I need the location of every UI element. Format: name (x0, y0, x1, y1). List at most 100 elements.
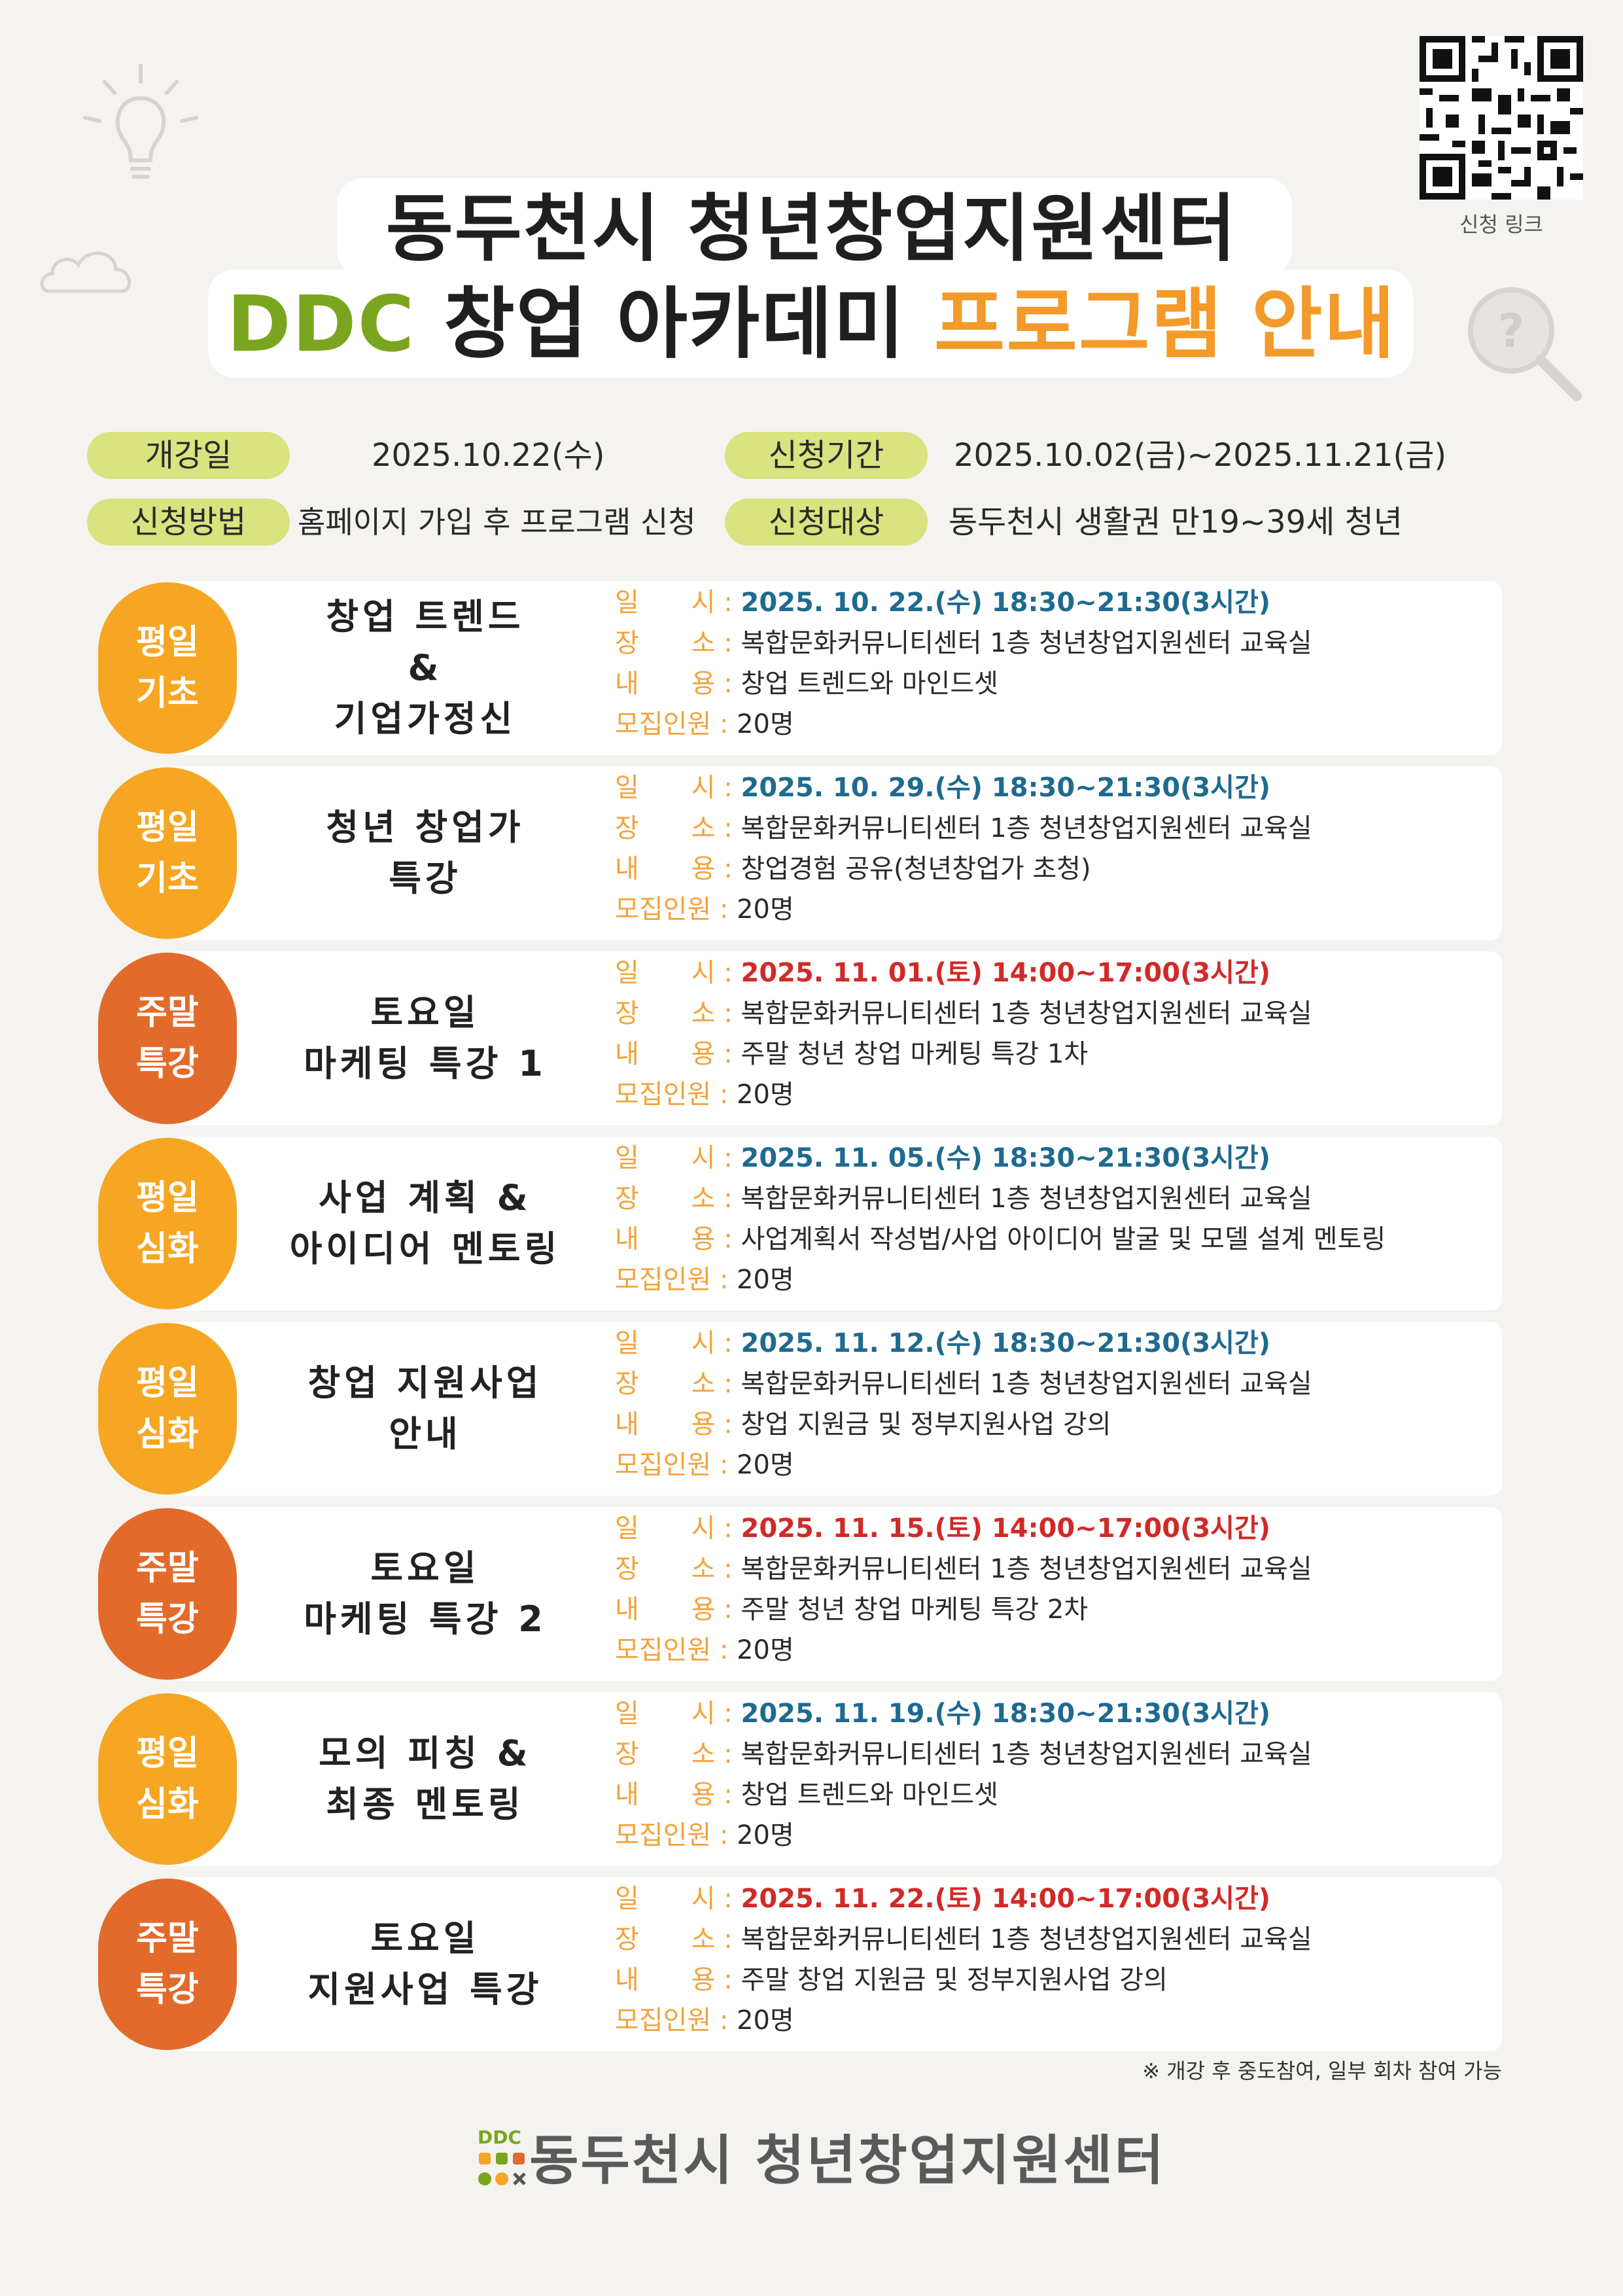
program-capacity-row: 모집인원 : 20명 (615, 889, 794, 930)
badge-line: 특강 (136, 1970, 199, 2009)
program-date: 2025. 11. 22.(토) 14:00~17:00(3시간) (741, 1884, 1271, 1914)
program-title-line: 청년 창업가 (326, 807, 525, 848)
program-title: 청년 창업가 특강 (242, 766, 608, 940)
program-title-line: 마케팅 특강 1 (304, 1043, 547, 1084)
program-place-row: 장 소 : 복합문화커뮤니티센터 1층 청년창업지원센터 교육실 (615, 1364, 1312, 1404)
program-place-label: 장 소 : (615, 1184, 741, 1214)
program-card (169, 1507, 1502, 1681)
program-card (169, 766, 1502, 940)
program-title-line: 마케팅 특강 2 (304, 1598, 547, 1640)
program-capacity-label: 모집인원 : (615, 1450, 737, 1480)
program-place-row: 장 소 : 복합문화커뮤니티센터 1층 청년창업지원센터 교육실 (615, 993, 1312, 1034)
program-date-row: 일 시 : 2025. 11. 05.(수) 18:30~21:30(3시간) (615, 1138, 1270, 1178)
program-card (169, 1877, 1502, 2051)
cloud-icon (40, 251, 131, 293)
program-date-row: 일 시 : 2025. 11. 19.(수) 18:30~21:30(3시간) (615, 1693, 1270, 1734)
program-date-row: 일 시 : 2025. 11. 15.(토) 14:00~17:00(3시간) (615, 1508, 1270, 1549)
program-place-row: 장 소 : 복합문화커뮤니티센터 1층 청년창업지원센터 교육실 (615, 1919, 1312, 1960)
program-capacity: 20명 (737, 2005, 794, 2036)
program-title-line: 토요일 (370, 992, 480, 1033)
program-content-row: 내 용 : 주말 청년 창업 마케팅 특강 1차 (615, 1034, 1088, 1074)
program-date-label: 일 시 : (615, 1513, 741, 1544)
program-capacity-label: 모집인원 : (615, 1820, 737, 1850)
target-value: 동두천시 생활권 만19~39세 청년 (949, 504, 1403, 540)
svg-text:?: ? (1498, 304, 1525, 358)
program-card (169, 951, 1502, 1125)
program-card (169, 1137, 1502, 1311)
program-date-row: 일 시 : 2025. 11. 22.(토) 14:00~17:00(3시간) (615, 1879, 1270, 1919)
program-capacity: 20명 (737, 894, 794, 925)
page-subtitle: DDC 창업 아카데미 프로그램 안내 (0, 275, 1623, 373)
program-capacity: 20명 (737, 1080, 794, 1110)
program-content-label: 내 용 : (615, 1409, 741, 1439)
program-date-label: 일 시 : (615, 588, 741, 618)
footer-org-name: 동두천시 청년창업지원센터 (529, 2130, 1166, 2192)
program-place-label: 장 소 : (615, 1554, 741, 1584)
program-place-label: 장 소 : (615, 1369, 741, 1399)
program-capacity: 20명 (737, 1265, 794, 1295)
program-place: 복합문화커뮤니티센터 1층 청년창업지원센터 교육실 (741, 998, 1312, 1029)
program-card (169, 581, 1502, 755)
program-content-label: 내 용 : (615, 854, 741, 884)
program-card (169, 1692, 1502, 1866)
badge-line: 특강 (136, 1044, 199, 1084)
program-date: 2025. 11. 15.(토) 14:00~17:00(3시간) (741, 1513, 1271, 1544)
program-title-line: 기업가정신 (334, 698, 517, 739)
program-date-label: 일 시 : (615, 1328, 741, 1358)
method-value: 홈페이지 가입 후 프로그램 신청 (298, 504, 696, 540)
page-title: 동두천시 청년창업지원센터 (385, 186, 1238, 272)
program-capacity-row: 모집인원 : 20명 (615, 1815, 794, 1856)
program-date-label: 일 시 : (615, 958, 741, 988)
participation-note: ※ 개강 후 중도참여, 일부 회차 참여 가능 (1142, 2058, 1502, 2083)
program-title-line: 사업 계획 & (319, 1177, 532, 1218)
program-content: 창업경험 공유(청년창업가 초청) (741, 854, 1091, 884)
program-capacity: 20명 (737, 1450, 794, 1480)
program-date: 2025. 11. 01.(토) 14:00~17:00(3시간) (741, 958, 1271, 988)
badge-line: 평일 (136, 1734, 199, 1773)
badge-line: 특강 (136, 1600, 199, 1639)
program-category-badge: 주말 특강 (98, 1508, 237, 1680)
program-title-line: 토요일 (370, 1918, 480, 1959)
program-date-label: 일 시 : (615, 1884, 741, 1914)
program-place-row: 장 소 : 복합문화커뮤니티센터 1층 청년창업지원센터 교육실 (615, 808, 1312, 849)
program-title-line: 최종 멘토링 (326, 1784, 525, 1825)
program-title-line: 지원사업 특강 (307, 1969, 543, 2010)
program-title-line: 창업 지원사업 (307, 1362, 543, 1404)
program-capacity-label: 모집인원 : (615, 2005, 737, 2036)
badge-line: 평일 (136, 1178, 199, 1218)
program-place-label: 장 소 : (615, 1924, 741, 1954)
title-pill-2 (208, 270, 1413, 378)
program-place: 복합문화커뮤니티센터 1층 청년창업지원센터 교육실 (741, 1739, 1312, 1769)
program-place: 복합문화커뮤니티센터 1층 청년창업지원센터 교육실 (741, 1369, 1312, 1399)
title-academy: 창업 아카데미 (415, 279, 934, 369)
program-card (169, 1322, 1502, 1496)
lightbulb-icon (83, 63, 198, 179)
period-tag: 신청기간 (725, 432, 928, 479)
program-title: 모의 피칭 & 최종 멘토링 (242, 1692, 608, 1866)
program-content-label: 내 용 : (615, 1039, 741, 1069)
program-capacity-row: 모집인원 : 20명 (615, 1074, 794, 1115)
qr-code[interactable] (1420, 36, 1583, 200)
program-content: 창업 트렌드와 마인드셋 (741, 1780, 998, 1810)
program-content-row: 내 용 : 창업 지원금 및 정부지원사업 강의 (615, 1404, 1111, 1445)
badge-line: 심화 (136, 1229, 199, 1269)
program-capacity-row: 모집인원 : 20명 (615, 704, 794, 745)
program-place: 복합문화커뮤니티센터 1층 청년창업지원센터 교육실 (741, 813, 1312, 843)
program-title-line: 토요일 (370, 1547, 480, 1589)
program-place: 복합문화커뮤니티센터 1층 청년창업지원센터 교육실 (741, 1554, 1312, 1584)
program-date: 2025. 11. 19.(수) 18:30~21:30(3시간) (741, 1699, 1271, 1729)
program-capacity-label: 모집인원 : (615, 709, 737, 739)
program-title-line: 안내 (389, 1413, 462, 1455)
program-content-label: 내 용 : (615, 1595, 741, 1625)
badge-line: 평일 (136, 1364, 199, 1403)
program-place-row: 장 소 : 복합문화커뮤니티센터 1층 청년창업지원센터 교육실 (615, 623, 1312, 663)
program-content-label: 내 용 : (615, 1224, 741, 1254)
program-place: 복합문화커뮤니티센터 1층 청년창업지원센터 교육실 (741, 1184, 1312, 1214)
program-content: 주말 청년 창업 마케팅 특강 1차 (741, 1039, 1089, 1069)
program-place-row: 장 소 : 복합문화커뮤니티센터 1층 청년창업지원센터 교육실 (615, 1549, 1312, 1589)
program-capacity-row: 모집인원 : 20명 (615, 2000, 794, 2041)
svg-text:DDC: DDC (478, 2127, 521, 2148)
badge-line: 기초 (136, 674, 199, 713)
